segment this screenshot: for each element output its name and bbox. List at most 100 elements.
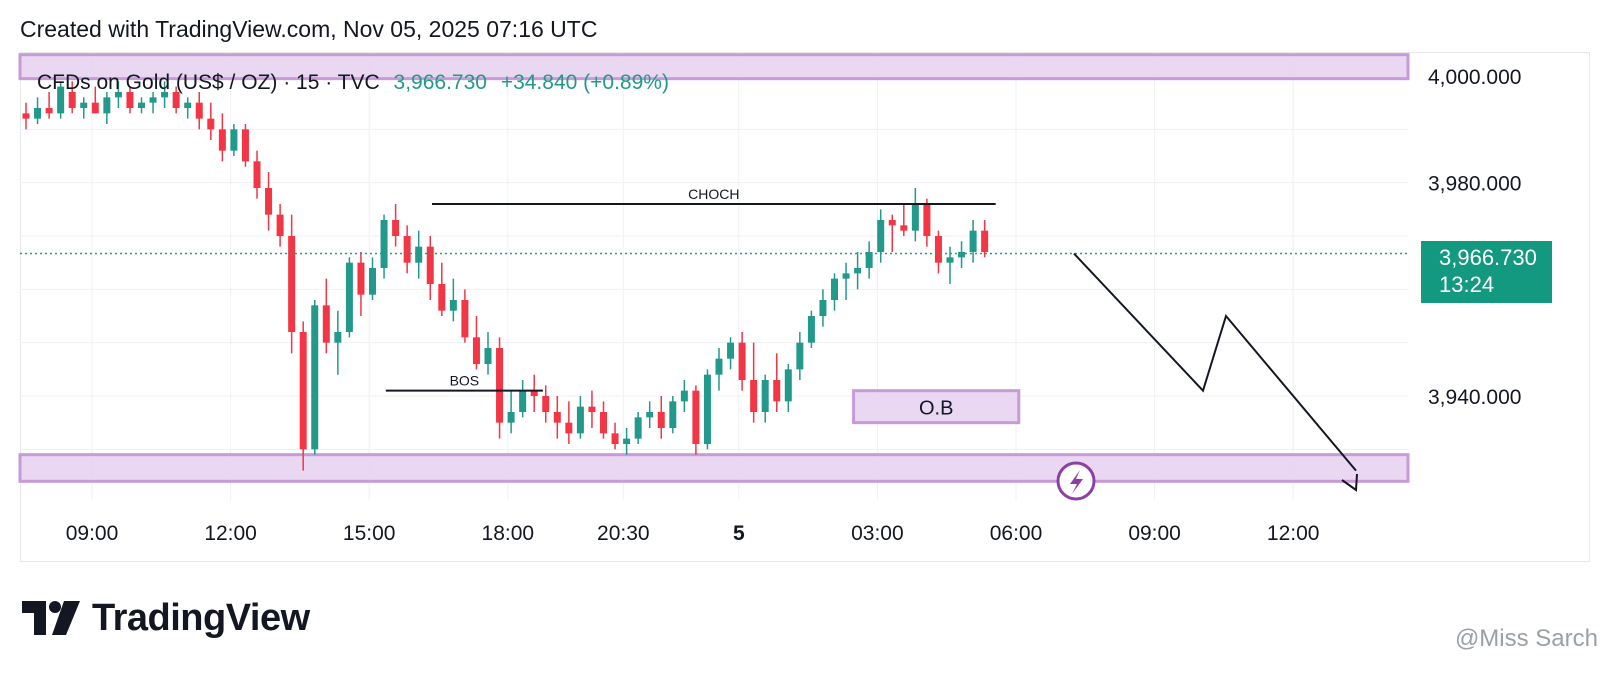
candle-body [842, 273, 850, 279]
candle-body [877, 220, 885, 252]
x-axis-tick-label: 12:00 [204, 522, 257, 545]
candle-body [311, 305, 319, 450]
tradingview-logo[interactable]: TradingView [22, 594, 310, 642]
x-axis-tick-label: 12:00 [1267, 522, 1320, 545]
last-price: 3,966.730 [393, 71, 487, 94]
candle-body [565, 422, 573, 434]
candle-body [334, 332, 342, 343]
price-change: +34.840 (+0.89%) [500, 71, 669, 94]
candle-body [45, 108, 53, 114]
price-tag-countdown: 13:24 [1439, 272, 1495, 297]
candle-body [958, 252, 966, 258]
candle-body [345, 262, 353, 332]
candle-body [854, 268, 862, 274]
support-resistance-zone [18, 53, 1410, 81]
candle-body [91, 102, 99, 114]
candle-body [750, 380, 758, 412]
lightning-bolt-glyph [1070, 470, 1083, 494]
candle-body [900, 225, 908, 231]
chart-header: Created with TradingView.com, Nov 05, 20… [20, 16, 598, 42]
candle-body [322, 305, 330, 343]
candle-body [588, 406, 596, 412]
order-block-label: O.B [919, 398, 953, 420]
candle-body [727, 342, 735, 359]
candle-body [276, 214, 284, 236]
candle-body [403, 236, 411, 263]
candle-body [461, 300, 469, 338]
candle-body [623, 438, 631, 444]
candle-body [57, 86, 65, 114]
projection-arrowhead [1341, 473, 1358, 492]
candle-body [969, 230, 977, 252]
brand-name: TradingView [92, 596, 310, 639]
symbol-legend: CFDs on Gold (US$ / OZ) · 15 · TVC 3,966… [37, 71, 669, 95]
tradingview-logo-icon [22, 601, 80, 635]
candle-body [911, 204, 919, 231]
candle-body [865, 252, 873, 268]
candle-body [449, 300, 457, 311]
bos-label: BOS [450, 373, 480, 389]
candle-body [184, 102, 192, 108]
candle-body [438, 284, 446, 311]
candle-body [657, 412, 665, 428]
candle-body [126, 92, 134, 108]
candle-body [207, 118, 215, 130]
candle-body [831, 278, 838, 300]
candle-body [530, 390, 538, 396]
candle-body [230, 129, 238, 151]
candle-body [761, 380, 769, 412]
candle-body [369, 268, 376, 295]
y-axis-tick-label: 3,980.000 [1428, 173, 1521, 196]
watermark: @Miss Sarch [1454, 625, 1598, 652]
x-axis-tick-label: 09:00 [66, 522, 119, 545]
candle-body [923, 204, 931, 236]
candle-body [357, 262, 365, 295]
choch-label: CHOCH [688, 186, 739, 202]
candle-body [773, 380, 781, 402]
candle-body [611, 433, 619, 444]
candle-body [519, 390, 527, 412]
candle-body [507, 412, 515, 423]
x-axis-tick-label: 06:00 [990, 522, 1043, 545]
order-block-zone [852, 389, 1021, 425]
candle-body [738, 342, 746, 380]
candle-body [646, 412, 654, 418]
candle-body [807, 316, 815, 343]
candle-body [934, 236, 942, 263]
x-axis-tick-label: 5 [733, 522, 745, 545]
candle-body [703, 374, 711, 444]
candle-body [265, 188, 273, 215]
candle-body [149, 97, 157, 103]
candle-body [195, 102, 203, 119]
x-axis-tick-label: 03:00 [851, 522, 904, 545]
candle-body [22, 113, 30, 119]
candle-body [68, 92, 76, 108]
candle-body [472, 337, 480, 364]
x-axis-tick-label: 20:30 [597, 522, 650, 545]
projection-path [1073, 252, 1357, 472]
symbol-name: CFDs on Gold (US$ / OZ) · 15 · TVC [37, 71, 380, 94]
candle-body [888, 220, 896, 226]
candle-body [103, 97, 111, 114]
candle-body [796, 342, 804, 370]
candle-body [692, 390, 700, 444]
candle-body [715, 358, 723, 375]
candle-body [288, 236, 296, 332]
candle-body [218, 129, 226, 151]
candle-body [669, 401, 677, 428]
candle-body [981, 230, 989, 252]
candle-body [415, 246, 423, 263]
chart-area[interactable] [20, 52, 1590, 562]
candle-body [241, 129, 249, 162]
y-axis-tick-label: 3,940.000 [1428, 386, 1521, 409]
candle-body [253, 161, 261, 188]
x-axis-tick-label: 18:00 [482, 522, 535, 545]
candle-body [946, 257, 954, 263]
candle-body [600, 412, 607, 434]
last-price-tag: 3,966.730 13:24 [1421, 241, 1552, 303]
candle-body [380, 220, 388, 268]
candle-body [392, 220, 400, 236]
y-axis-tick-label: 4,000.000 [1428, 66, 1521, 89]
candle-body [634, 417, 642, 439]
